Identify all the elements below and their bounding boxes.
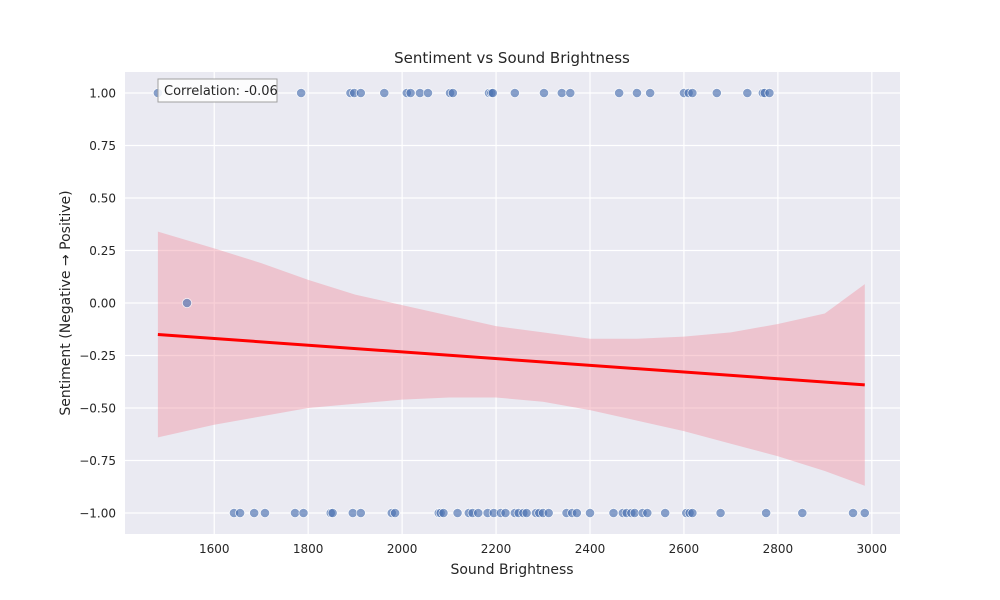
- data-point: [452, 508, 463, 518]
- data-point: [447, 88, 458, 98]
- correlation-annotation: Correlation: -0.06: [157, 78, 278, 103]
- y-tick-label: −0.75: [79, 454, 116, 468]
- data-point: [687, 508, 698, 518]
- x-axis-label: Sound Brightness: [450, 562, 573, 578]
- data-point: [405, 88, 416, 98]
- x-tick-labels: 1600 1800 2000 2200 2400 2600 2800 3000: [199, 542, 887, 556]
- data-point: [742, 88, 753, 98]
- data-point: [249, 508, 260, 518]
- data-point: [543, 508, 554, 518]
- data-point: [473, 508, 484, 518]
- data-point: [487, 88, 498, 98]
- data-point: [423, 88, 433, 98]
- y-tick-label: −1.00: [79, 507, 116, 521]
- data-point: [660, 508, 671, 518]
- data-point: [298, 508, 309, 518]
- data-point: [509, 88, 520, 98]
- y-tick-label: 0.75: [89, 139, 116, 153]
- x-tick-label: 2400: [575, 542, 606, 556]
- data-point: [711, 88, 722, 98]
- data-point: [632, 88, 642, 98]
- y-tick-label: 1.00: [89, 87, 116, 101]
- data-point: [565, 88, 576, 98]
- data-point: [687, 88, 698, 98]
- data-point: [327, 508, 338, 518]
- x-tick-label: 2200: [481, 542, 512, 556]
- data-point: [645, 88, 656, 98]
- data-point: [642, 508, 653, 518]
- annotation-box: [157, 78, 278, 103]
- data-point: [797, 508, 808, 518]
- x-tick-label: 1600: [199, 542, 230, 556]
- x-tick-label: 2000: [387, 542, 418, 556]
- data-point: [260, 508, 270, 518]
- data-point: [539, 88, 549, 98]
- data-point: [761, 508, 772, 518]
- y-tick-label: −0.50: [79, 402, 116, 416]
- data-point: [608, 508, 619, 518]
- data-point: [500, 508, 511, 518]
- trend-line-group: [157, 333, 865, 387]
- y-tick-label: 0.25: [89, 244, 116, 258]
- trend-line: [157, 333, 865, 387]
- data-point: [290, 508, 300, 518]
- data-point: [182, 298, 192, 308]
- data-points: [152, 88, 870, 518]
- data-point: [614, 88, 625, 98]
- data-point: [296, 88, 307, 98]
- data-point: [521, 508, 532, 518]
- data-point: [390, 508, 400, 518]
- data-point: [556, 88, 567, 98]
- data-point: [585, 508, 595, 518]
- x-tick-label: 2600: [669, 542, 700, 556]
- data-point: [848, 508, 858, 518]
- data-point: [235, 508, 245, 518]
- data-point: [379, 88, 390, 98]
- x-tick-label: 2800: [763, 542, 794, 556]
- data-point: [571, 508, 582, 518]
- chart-title: Sentiment vs Sound Brightness: [394, 49, 630, 67]
- x-tick-label: 3000: [857, 542, 888, 556]
- y-tick-label: −0.25: [79, 349, 116, 363]
- data-point: [859, 508, 870, 518]
- data-point: [715, 508, 726, 518]
- data-point: [438, 508, 449, 518]
- y-axis-label: Sentiment (Negative → Positive): [58, 190, 74, 415]
- annotation-text: Correlation: -0.06: [164, 84, 278, 99]
- x-tick-label: 1800: [293, 542, 324, 556]
- y-tick-labels: 1.00 0.75 0.50 0.25 0.00 −0.25 −0.50 −0.75 −1.00: [79, 87, 116, 521]
- data-point: [355, 88, 366, 98]
- data-point: [355, 508, 366, 518]
- y-tick-label: 0.00: [89, 297, 116, 311]
- data-point: [764, 88, 775, 98]
- y-tick-label: 0.50: [89, 192, 116, 206]
